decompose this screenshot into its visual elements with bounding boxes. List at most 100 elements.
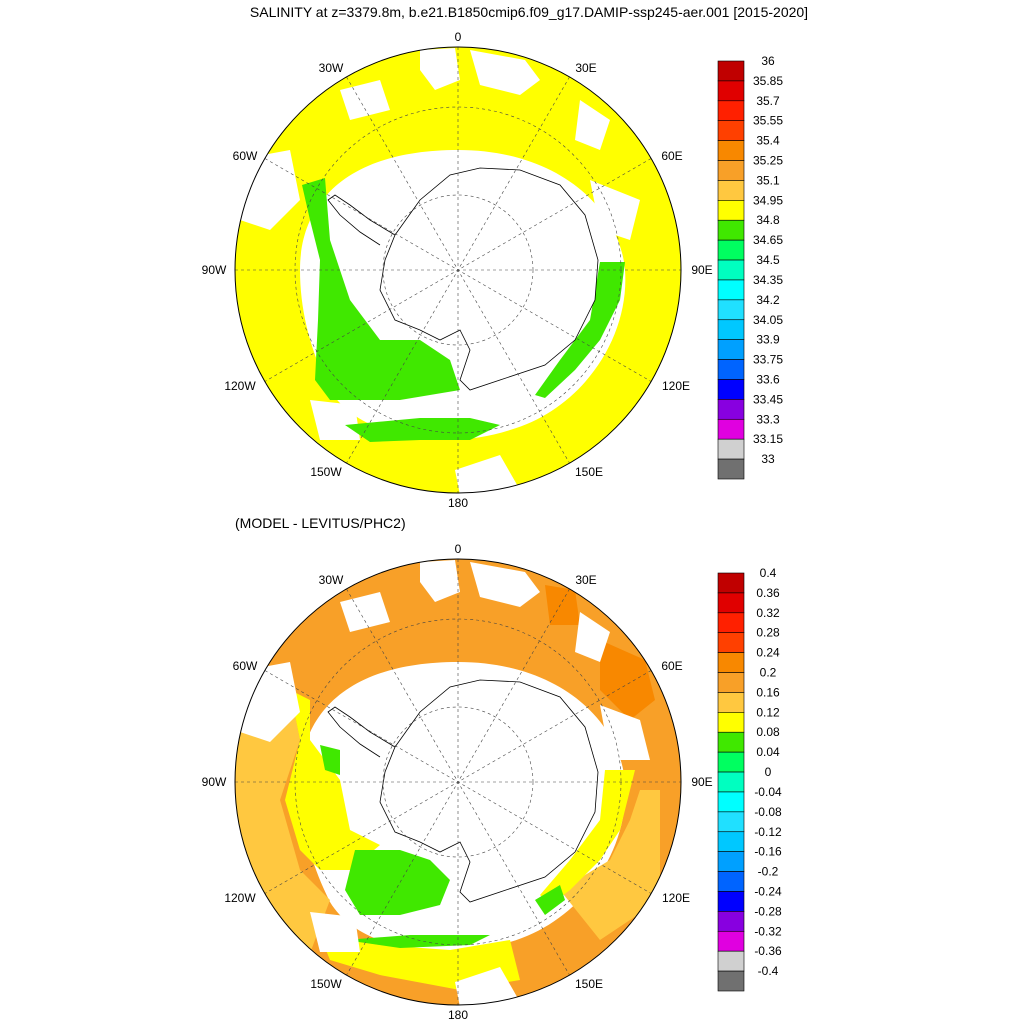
colorbar-swatch — [717, 239, 745, 261]
lon-label: 90W — [202, 775, 227, 789]
colorbar-tick-label: 35.4 — [756, 134, 780, 148]
map-bottom-field — [235, 559, 681, 1005]
colorbar-tick-label: 35.1 — [756, 173, 780, 187]
lon-label: 120W — [224, 891, 256, 905]
lon-label: 60E — [661, 149, 682, 163]
colorbar-swatch — [717, 418, 745, 440]
colorbar-tick-label: 0.24 — [756, 646, 780, 660]
lon-label: 30W — [319, 573, 344, 587]
difference-region-green — [320, 745, 565, 948]
colorbar-swatch — [717, 612, 745, 634]
antarctica-landmass — [379, 167, 599, 391]
colorbar-swatch — [717, 692, 745, 713]
colorbar-tick-label: 34.35 — [753, 273, 783, 287]
colorbar-swatch — [717, 160, 745, 181]
antarctic-peninsula — [327, 194, 396, 246]
colorbar-tick-label: 35.25 — [753, 154, 783, 168]
map-bottom-lon-labels: 0 30E 60E 90E 120E 150E 180 150W 120W 90… — [202, 542, 713, 1022]
colorbar-tick-label: 0.4 — [760, 566, 777, 580]
colorbar-tick-label: 34.2 — [756, 293, 780, 307]
colorbar-swatch — [717, 100, 745, 122]
lon-label: 30E — [575, 573, 596, 587]
colorbar-swatch — [717, 219, 745, 241]
lon-label: 120E — [662, 891, 690, 905]
lon-label: 60E — [661, 659, 682, 673]
colorbar-swatch — [717, 632, 745, 653]
lon-label: 90W — [202, 263, 227, 277]
colorbar-swatch — [717, 751, 745, 773]
colorbar-swatch — [717, 80, 745, 102]
colorbar-swatch — [717, 930, 745, 952]
colorbar-tick-label: 34.5 — [756, 253, 780, 267]
colorbar-tick-label: -0.16 — [754, 845, 782, 859]
colorbar-swatch — [717, 279, 745, 301]
colorbar-tick-label: -0.12 — [754, 825, 782, 839]
colorbar-tick-label: 34.8 — [756, 213, 780, 227]
colorbar-tick-label: 33.6 — [756, 372, 780, 386]
colorbar-swatch — [717, 771, 745, 793]
graticule-bottom — [235, 559, 681, 1005]
colorbar-tick-label: 35.7 — [756, 94, 780, 108]
lon-label: 0 — [455, 30, 462, 44]
antarctica-landmass — [379, 679, 599, 903]
colorbar-tick-label: 36 — [761, 54, 775, 68]
lon-label: 150W — [310, 465, 342, 479]
colorbar-swatch — [717, 950, 745, 972]
map-top-border — [234, 46, 682, 494]
salinity-region-yellow — [235, 47, 681, 493]
colorbar-swatch — [717, 339, 745, 360]
lon-label: 60W — [233, 659, 258, 673]
lon-label: 150E — [575, 465, 603, 479]
colorbar-swatch — [717, 672, 745, 693]
salinity-region-green — [302, 178, 625, 442]
map-top-field — [235, 47, 681, 493]
colorbar-tick-label: 33.75 — [753, 353, 783, 367]
colorbar-swatch — [717, 851, 745, 872]
colorbar-swatch — [717, 811, 745, 833]
colorbar-swatch — [717, 259, 745, 281]
colorbar-tick-label: 0.12 — [756, 705, 780, 719]
colorbar-tick-label: 35.85 — [753, 74, 783, 88]
colorbar-swatch — [717, 891, 745, 912]
colorbar-tick-label: 34.95 — [753, 193, 783, 207]
colorbar-swatch — [717, 319, 745, 340]
colorbar-tick-label: 33.9 — [756, 333, 780, 347]
colorbar-swatch — [717, 970, 745, 992]
map-bottom-border — [234, 558, 682, 1006]
colorbar-swatch — [717, 200, 745, 221]
colorbar-swatch — [717, 120, 745, 141]
antarctic-peninsula — [327, 706, 396, 758]
colorbar-tick-label: 0.28 — [756, 626, 780, 640]
lon-label: 90E — [691, 263, 712, 277]
colorbar-swatch — [717, 458, 745, 480]
map-top-lon-labels: 0 30E 60E 90E 120E 150E 180 150W 120W 90… — [202, 30, 713, 510]
lon-label: 30W — [319, 61, 344, 75]
colorbar-tick-label: 0.08 — [756, 725, 780, 739]
colorbar-swatch — [717, 399, 745, 420]
colorbar-swatch — [717, 438, 745, 460]
colorbar-swatch — [717, 911, 745, 932]
colorbar-tick-label: -0.36 — [754, 944, 782, 958]
colorbar-tick-label: -0.28 — [754, 904, 782, 918]
colorbar-tick-label: -0.4 — [758, 964, 779, 978]
colorbar-tick-label: 33.3 — [756, 412, 780, 426]
lon-label: 180 — [448, 496, 468, 510]
graticule-top — [235, 47, 681, 493]
lon-label: 150W — [310, 977, 342, 991]
colorbar-tick-label: 33.15 — [753, 432, 783, 446]
colorbar-tick-label: 34.05 — [753, 313, 783, 327]
map-bottom: 0 30E 60E 90E 120E 150E 180 150W 120W 90… — [202, 542, 713, 1022]
colorbar-tick-label: 0 — [765, 765, 772, 779]
colorbar-top: 36 35.85 35.7 35.55 35.4 35.25 35.1 34.95 34.8 34… — [717, 54, 783, 480]
lon-label: 60W — [233, 149, 258, 163]
lon-label: 90E — [691, 775, 712, 789]
colorbar-tick-label: 0.32 — [756, 606, 780, 620]
colorbar-tick-label: -0.2 — [758, 865, 779, 879]
colorbar-swatch — [717, 712, 745, 733]
lon-label: 30E — [575, 61, 596, 75]
colorbar-swatch — [717, 60, 745, 82]
colorbar-tick-label: -0.04 — [754, 785, 782, 799]
colorbar-swatch — [717, 180, 745, 201]
colorbar-swatch — [717, 140, 745, 161]
